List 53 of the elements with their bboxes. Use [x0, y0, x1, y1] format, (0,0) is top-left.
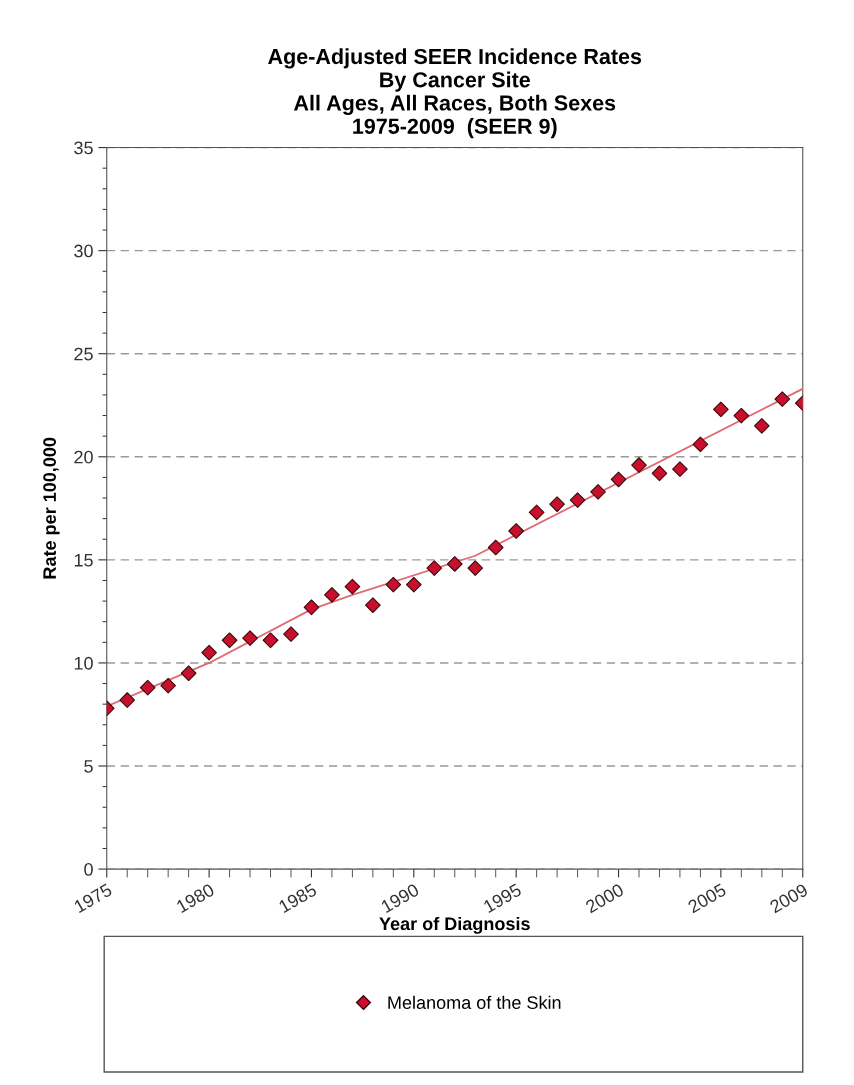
point — [262, 632, 279, 649]
point — [569, 492, 586, 508]
point — [242, 630, 258, 647]
point — [303, 599, 320, 616]
x-tick-label: 1990 — [380, 883, 420, 914]
x-tick-label: 2005 — [687, 883, 727, 914]
point — [385, 576, 402, 593]
y-tick-label: 20 — [74, 450, 93, 464]
point — [283, 626, 299, 642]
point — [590, 483, 606, 500]
point — [651, 465, 668, 482]
point — [774, 391, 791, 407]
point — [446, 556, 463, 572]
y-tick-label: 0 — [84, 863, 93, 876]
point — [365, 597, 381, 614]
point — [692, 436, 709, 453]
point — [221, 632, 238, 649]
legend-label: Melanoma of the Skin — [388, 995, 561, 1010]
point — [139, 679, 156, 696]
point — [610, 471, 627, 488]
y-tick-label: 30 — [74, 244, 93, 258]
y-axis-title: Rate per 100,000 — [43, 437, 60, 579]
x-axis-title: Year of Diagnosis — [379, 916, 530, 934]
point — [508, 523, 525, 539]
y-tick-label: 35 — [74, 141, 93, 155]
point — [344, 578, 361, 595]
point — [201, 644, 217, 661]
point — [324, 587, 340, 603]
y-tick-label: 25 — [74, 347, 93, 361]
point — [713, 401, 729, 418]
y-tick-label: 10 — [74, 656, 93, 670]
point — [549, 496, 565, 513]
point — [672, 461, 688, 477]
x-tick-label: 1995 — [482, 883, 523, 914]
point — [180, 665, 197, 682]
point — [487, 539, 504, 556]
point — [528, 504, 545, 521]
x-tick-label: 1985 — [278, 883, 318, 914]
point — [467, 560, 484, 576]
x-tick-label: 2009 — [769, 883, 809, 914]
point — [753, 418, 770, 434]
y-tick-label: 15 — [74, 553, 93, 567]
chart-title: Age-Adjusted SEER Incidence Rates By Cancer Site All Ages, All Races, Both Sexes 1975-2009 (SEER 9) — [268, 48, 642, 139]
x-tick-label: 1980 — [175, 883, 216, 914]
point — [631, 457, 647, 473]
y-tick-label: 5 — [84, 760, 93, 773]
point — [405, 576, 422, 593]
point — [426, 560, 443, 576]
x-tick-label: 1975 — [73, 883, 113, 914]
point — [119, 692, 136, 708]
x-tick-label: 2000 — [584, 883, 625, 914]
point — [160, 677, 177, 694]
point — [733, 407, 750, 424]
